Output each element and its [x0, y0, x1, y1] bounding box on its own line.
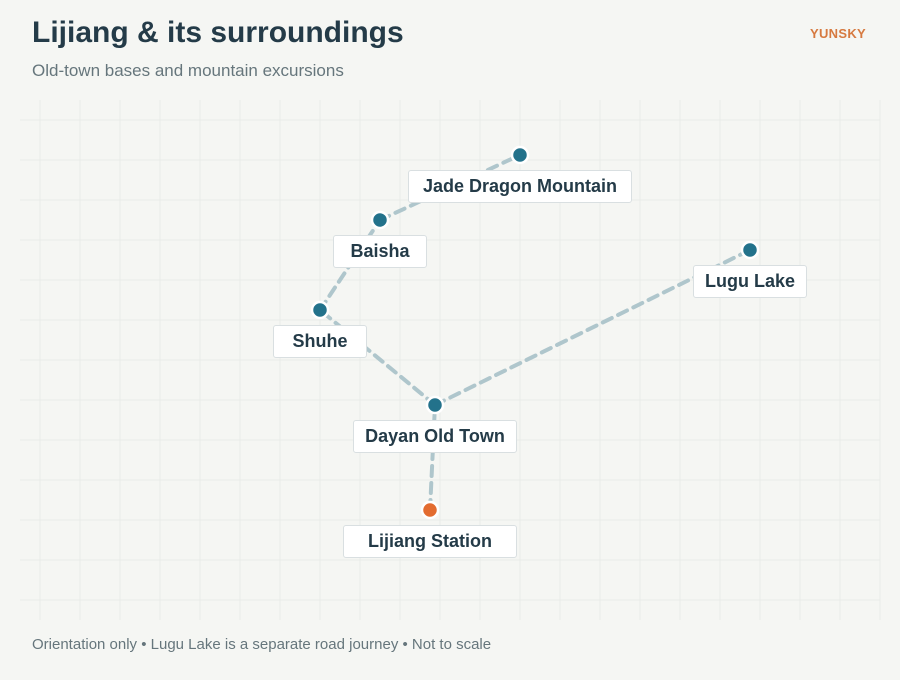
route-lines: [318, 153, 752, 512]
place-label-lugu-lake: Lugu Lake: [693, 265, 807, 298]
marker-jade[interactable]: [510, 145, 530, 165]
map-subtitle: Old-town bases and mountain excursions: [32, 61, 344, 80]
map-title: Lijiang & its surroundings: [32, 16, 404, 49]
marker-lugu[interactable]: [740, 240, 760, 260]
marker-dayan[interactable]: [425, 395, 445, 415]
map-footnote: Orientation only • Lugu Lake is a separa…: [32, 636, 492, 653]
marker-station[interactable]: [420, 500, 440, 520]
place-label-baisha: Baisha: [333, 235, 427, 268]
place-label-shuhe: Shuhe: [273, 325, 367, 358]
brand-logo: YUNSKY: [810, 26, 866, 41]
marker-shuhe[interactable]: [310, 300, 330, 320]
place-label-lijiang-station: Lijiang Station: [343, 525, 517, 558]
place-markers: [310, 145, 760, 520]
place-label-dayan-old-town: Dayan Old Town: [353, 420, 517, 453]
place-label-jade-dragon-mountain: Jade Dragon Mountain: [408, 170, 632, 203]
marker-baisha[interactable]: [370, 210, 390, 230]
